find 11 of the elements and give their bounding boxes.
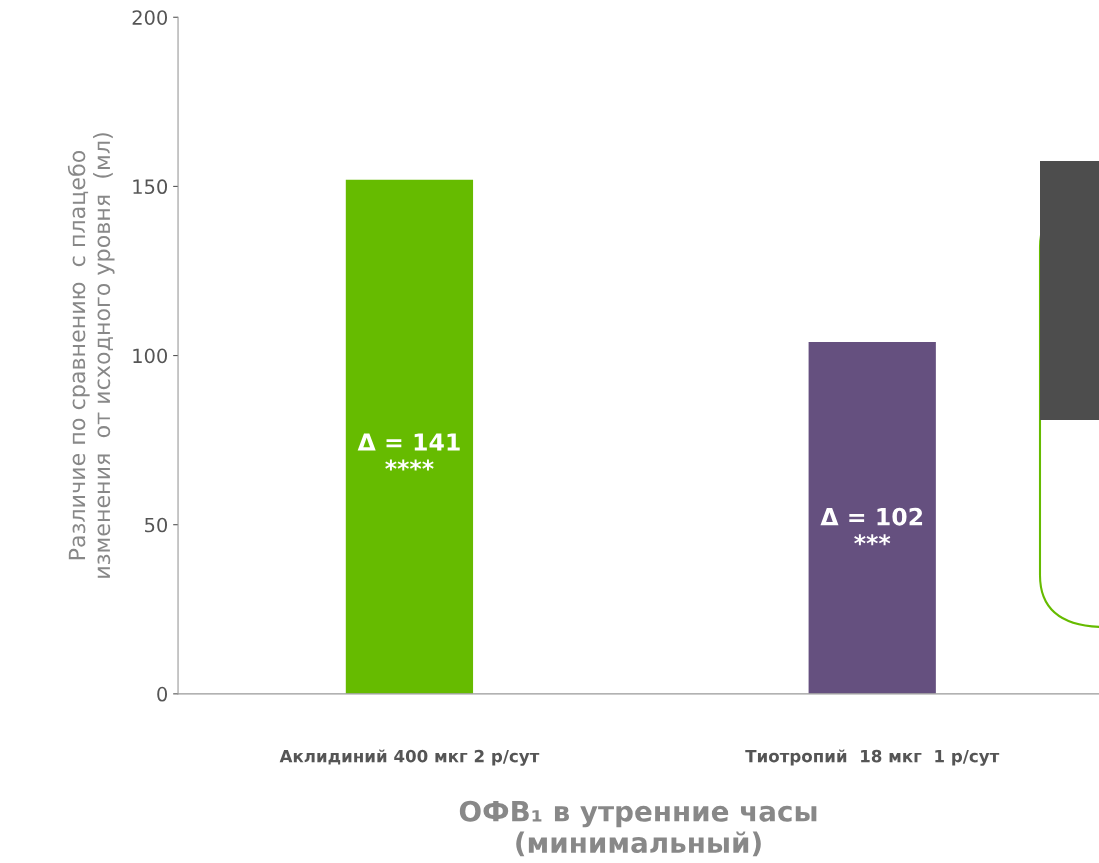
annotation: Δ = 141 **** — [357, 433, 460, 471]
annotation: Δ = 102 *** — [820, 507, 923, 546]
y-tick-label: 0 — [157, 686, 168, 702]
x-axis-title: ОФВ₁ в утренние часы (минимальный) — [459, 800, 817, 857]
x-tick-label: Тиотропий 18 мкг 1 р/сут — [745, 749, 1000, 766]
y-tick-label: 150 — [133, 179, 168, 195]
y-axis-title: Различие по сравнению с плацебо изменения от исходного уровня (мл) — [67, 133, 115, 578]
y-tick-label: 50 — [145, 517, 168, 533]
y-tick-label: 200 — [132, 10, 168, 25]
y-tick-label: 100 — [133, 348, 168, 364]
x-tick-label: Аклидиний 400 мкг 2 р/сут — [279, 749, 540, 766]
